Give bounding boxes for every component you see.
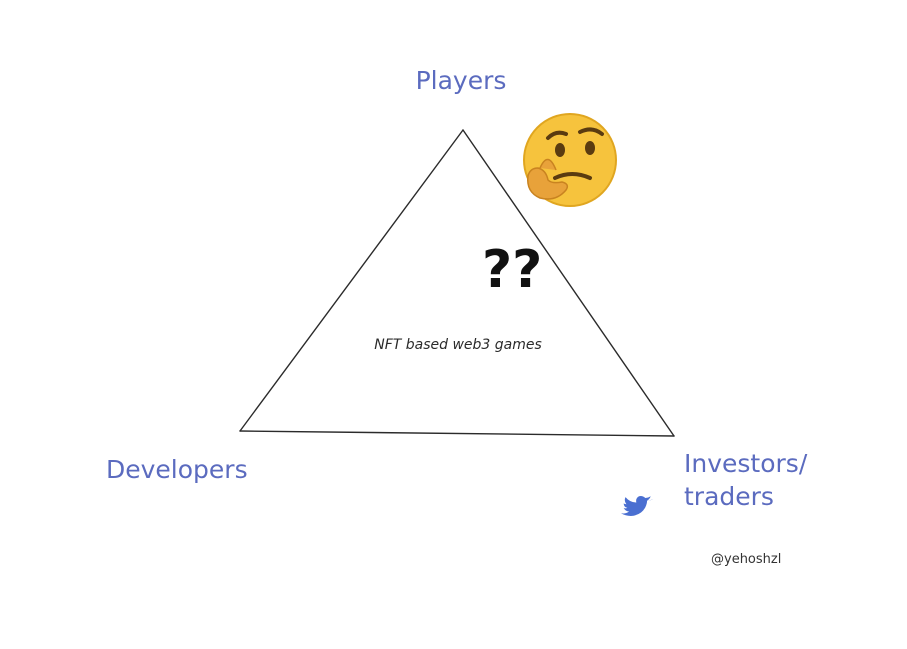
thinking-face-icon xyxy=(523,113,617,207)
triangle-edge-right xyxy=(462,129,675,437)
triangle-edge-left xyxy=(239,129,464,432)
twitter-handle: @yehoshzl xyxy=(621,495,781,567)
developers-label: Developers xyxy=(106,455,248,484)
twitter-handle-text: @yehoshzl xyxy=(711,552,781,567)
triangle xyxy=(239,129,675,437)
twitter-bird-icon xyxy=(621,495,654,516)
investors-label-line1: Investors/ xyxy=(684,449,808,478)
triangle-edge-bottom xyxy=(239,430,675,437)
investors-label-line2: traders xyxy=(684,482,774,511)
center-label: NFT based web3 games xyxy=(374,337,542,353)
question-marks: ?? xyxy=(482,240,542,300)
players-label: Players xyxy=(416,66,507,95)
